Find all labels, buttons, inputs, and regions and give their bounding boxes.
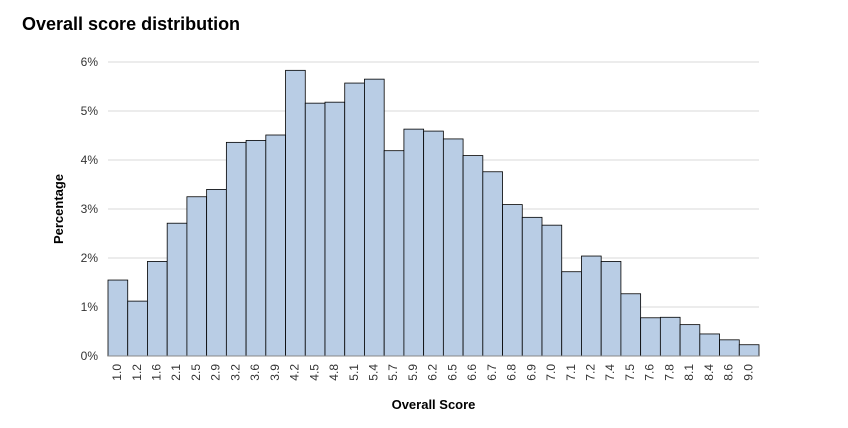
x-tick-label: 7.5 [623, 364, 637, 381]
x-tick-label: 1.6 [149, 364, 163, 381]
chart-title: Overall score distribution [22, 14, 241, 34]
x-tick-label: 9.0 [741, 364, 755, 381]
bar-3.9 [265, 134, 286, 357]
x-tick-label: 8.6 [722, 364, 736, 381]
x-axis-label: Overall Score [392, 397, 476, 412]
x-tick-label: 6.9 [524, 364, 538, 381]
x-tick-label: 5.1 [347, 364, 361, 381]
y-tick-label: 5% [81, 104, 99, 118]
bar-2.9 [206, 188, 227, 357]
x-tick-label: 7.0 [544, 364, 558, 381]
bar-7.2 [581, 255, 602, 357]
x-tick-label: 1.2 [130, 364, 144, 381]
x-tick-label: 7.1 [564, 364, 578, 381]
x-tick-label: 6.5 [445, 364, 459, 381]
x-tick-label: 6.2 [426, 364, 440, 381]
bar-7.5 [620, 293, 642, 357]
x-tick-label: 8.4 [702, 364, 716, 381]
x-tick-label: 4.5 [307, 364, 321, 381]
y-tick-label: 6% [81, 55, 99, 69]
bar-7.4 [600, 261, 622, 357]
x-tick-label: 3.2 [228, 364, 242, 381]
bar-6.5 [442, 138, 464, 357]
x-tick-label: 5.9 [406, 364, 420, 381]
bar-5.7 [383, 150, 405, 357]
bar-1.0 [107, 279, 129, 357]
bar-6.6 [462, 155, 484, 357]
bar-3.6 [245, 139, 267, 357]
y-tick-label: 4% [81, 153, 99, 167]
x-tick-label: 4.2 [288, 364, 302, 381]
x-tick-label: 3.6 [248, 364, 262, 381]
y-tick-label: 1% [81, 300, 99, 314]
x-tick-label: 6.8 [505, 364, 519, 381]
bar-7.1 [561, 271, 582, 357]
bar-8.1 [679, 324, 701, 357]
bar-2.1 [166, 222, 188, 357]
x-tick-label: 7.2 [583, 364, 597, 381]
x-tick-label: 2.5 [189, 364, 203, 381]
x-tick-label: 4.8 [327, 364, 341, 381]
bar-6.8 [502, 204, 523, 357]
bar-4.2 [285, 69, 306, 357]
x-tick-label: 7.4 [603, 364, 617, 381]
bar-9.0 [738, 344, 760, 357]
x-tick-label: 7.6 [643, 364, 657, 381]
bar-6.9 [521, 216, 543, 357]
y-tick-labels: 0% 1% 2% 3% 4% 5% 6% [81, 55, 99, 363]
bar-8.4 [699, 333, 720, 357]
bar-5.1 [344, 82, 365, 357]
x-tick-label: 2.9 [209, 364, 223, 381]
bar-6.7 [482, 171, 503, 357]
y-tick-label: 0% [81, 349, 99, 363]
bar-7.0 [541, 224, 563, 357]
y-axis-label: Percentage [51, 174, 66, 244]
bar-8.6 [719, 339, 740, 357]
x-tick-label: 6.6 [465, 364, 479, 381]
bars [107, 69, 760, 357]
bar-6.2 [423, 130, 444, 357]
x-tick-label: 3.9 [268, 364, 282, 381]
bar-3.2 [225, 141, 247, 357]
bar-5.9 [403, 128, 425, 357]
bar-1.6 [147, 261, 168, 357]
x-tick-labels: 1.0 1.2 1.6 2.1 2.5 2.9 3.2 3.6 3.9 4.2 4.5 4.8 5.1 5… [110, 364, 755, 381]
bar-7.8 [659, 316, 681, 357]
x-tick-label: 5.7 [386, 364, 400, 381]
x-tick-label: 2.1 [169, 364, 183, 381]
x-tick-label: 6.7 [485, 364, 499, 381]
bar-4.8 [324, 101, 346, 357]
bar-5.4 [364, 78, 385, 357]
y-tick-label: 2% [81, 251, 99, 265]
bar-2.5 [186, 196, 208, 357]
bar-4.5 [304, 102, 326, 357]
bar-1.2 [127, 300, 148, 357]
x-tick-label: 7.8 [662, 364, 676, 381]
y-tick-label: 3% [81, 202, 99, 216]
x-tick-label: 8.1 [682, 364, 696, 381]
x-tick-label: 5.4 [366, 364, 380, 381]
x-tick-label: 1.0 [110, 364, 124, 381]
bar-7.6 [640, 317, 661, 357]
